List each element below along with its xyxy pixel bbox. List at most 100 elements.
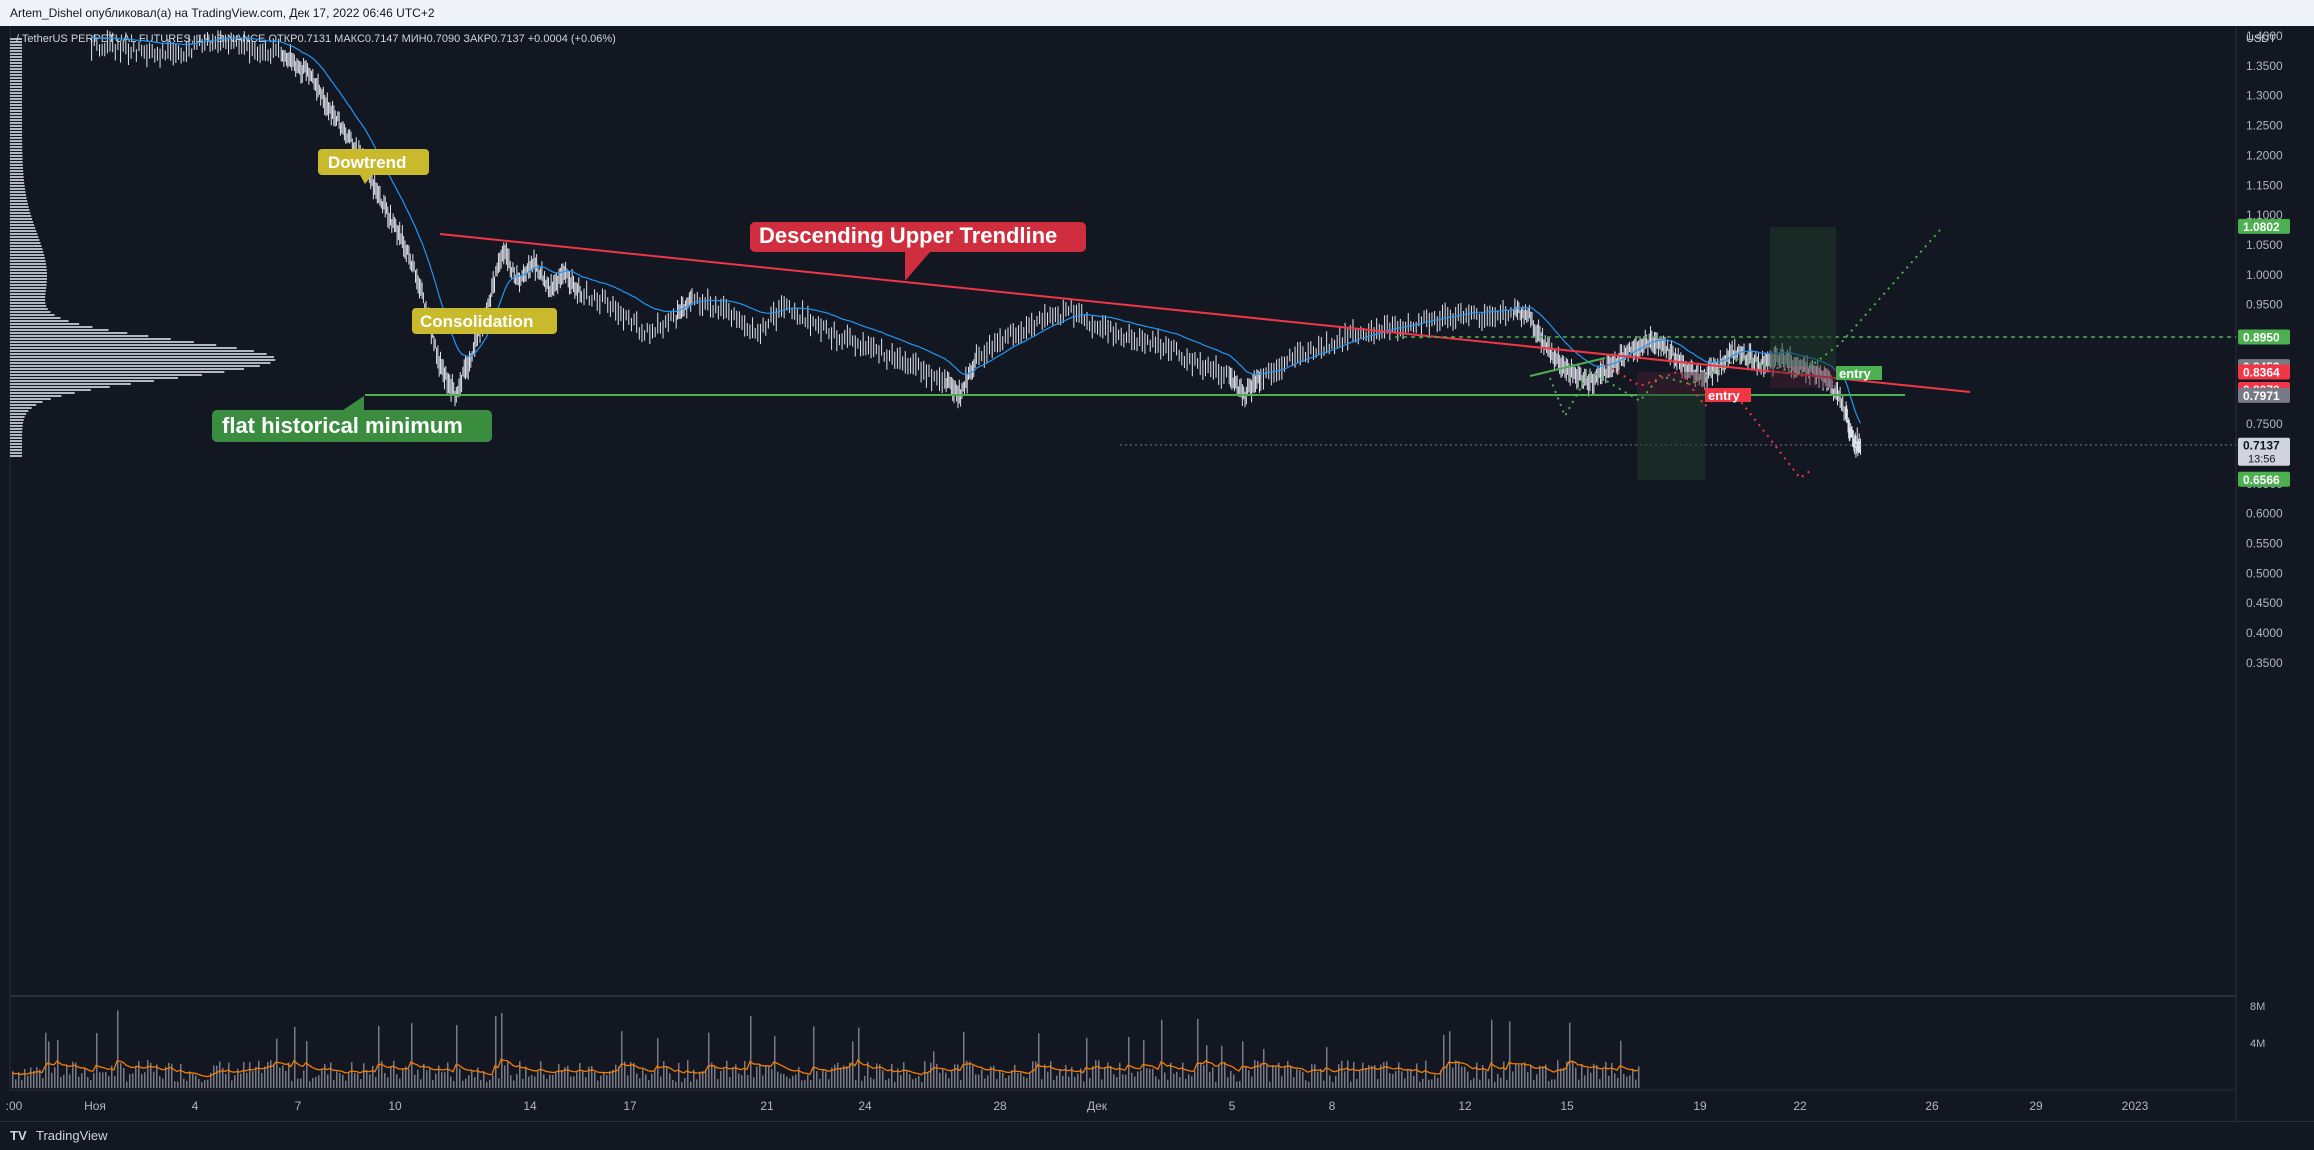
volume-bar: [1551, 1079, 1553, 1088]
volume-bar: [1545, 1064, 1547, 1088]
volume-bar: [222, 1067, 224, 1088]
volume-bar: [207, 1079, 209, 1088]
volume-bar: [945, 1072, 947, 1088]
publish-header: Artem_Dishel опубликовал(а) на TradingVi…: [0, 0, 2314, 26]
volume-bar: [717, 1079, 719, 1088]
volume-bar: [42, 1078, 44, 1088]
annotation-descending-trendline[interactable]: Descending Upper Trendline: [750, 222, 1086, 281]
volume-bar: [786, 1076, 788, 1088]
volume-profile-bin: [10, 350, 254, 352]
volume-profile-bin: [10, 140, 23, 142]
volume-bar: [90, 1080, 92, 1088]
volume-bar: [585, 1077, 587, 1088]
volume-bar: [1401, 1071, 1403, 1088]
volume-bar: [1407, 1068, 1409, 1088]
annotation-entry-long[interactable]: entry: [1836, 366, 1882, 381]
volume-bar: [1599, 1079, 1601, 1088]
currency-label: USDT: [2246, 33, 2276, 45]
volume-bar: [348, 1071, 350, 1088]
volume-bar: [1431, 1079, 1433, 1088]
volume-bar: [1125, 1074, 1127, 1088]
volume-bar: [780, 1073, 782, 1088]
volume-bar: [990, 1066, 992, 1088]
volume-bar: [1278, 1062, 1280, 1088]
volume-bar: [471, 1070, 473, 1088]
volume-bar: [516, 1073, 518, 1088]
volume-bar: [459, 1068, 461, 1088]
volume-profile: [10, 38, 276, 457]
volume-bar: [1527, 1071, 1529, 1088]
volume-profile-bin: [10, 317, 61, 319]
volume-bar: [1389, 1073, 1391, 1088]
volume-bar: [993, 1065, 995, 1088]
volume-bar: [237, 1068, 239, 1088]
volume-bar: [1611, 1062, 1613, 1088]
volume-bar: [741, 1075, 743, 1088]
volume-bar: [534, 1076, 536, 1088]
volume-bar: [969, 1061, 971, 1088]
volume-bar: [897, 1068, 899, 1088]
volume-bar: [33, 1071, 35, 1088]
volume-bar: [1011, 1070, 1013, 1088]
volume-bar: [771, 1068, 773, 1088]
volume-profile-bin: [10, 251, 44, 253]
volume-profile-bin: [10, 308, 48, 310]
volume-bar: [858, 1027, 860, 1088]
volume-bar: [30, 1067, 32, 1088]
volume-bar: [1065, 1065, 1067, 1088]
volume-bar: [1218, 1065, 1220, 1088]
volume-bar: [636, 1073, 638, 1088]
price-tag-value: 0.8950: [2243, 330, 2280, 344]
volume-bar: [1530, 1064, 1532, 1088]
volume-bar: [579, 1062, 581, 1088]
volume-bar: [597, 1080, 599, 1088]
price-tick-label: 1.4000: [2246, 29, 2283, 43]
volume-bar: [150, 1062, 152, 1088]
volume-bar: [231, 1080, 233, 1088]
price-chart[interactable]: / TetherUS PERPETUAL FUTURES, 1Ч, BINANC…: [0, 26, 2314, 1121]
volume-profile-bin: [10, 38, 23, 40]
price-tick-label: 1.3000: [2246, 89, 2283, 103]
volume-bar: [1584, 1075, 1586, 1088]
time-tick-label: 4: [192, 1099, 199, 1113]
volume-bar: [849, 1062, 851, 1088]
volume-bar: [981, 1069, 983, 1088]
volume-bar: [720, 1070, 722, 1088]
volume-profile-bin: [10, 404, 37, 406]
volume-profile-bin: [10, 269, 47, 271]
volume-profile-bin: [10, 266, 47, 268]
volume-profile-bin: [10, 407, 32, 409]
volume-profile-bin: [10, 371, 225, 373]
annotation-entry-short[interactable]: entry: [1705, 388, 1751, 403]
volume-bar: [714, 1066, 716, 1088]
volume-profile-bin: [10, 305, 47, 307]
volume-bar: [204, 1080, 206, 1088]
descending-trendline[interactable]: [439, 233, 1971, 393]
annotation-flat-minimum[interactable]: flat historical minimum: [212, 396, 492, 442]
annotation-downtrend[interactable]: Dowtrend: [318, 149, 429, 184]
volume-profile-bin: [10, 440, 23, 442]
volume-bar: [1518, 1065, 1520, 1088]
volume-bar: [387, 1077, 389, 1088]
volume-bar: [177, 1081, 179, 1088]
bullish-projection: [1549, 229, 1941, 419]
volume-bar: [291, 1080, 293, 1088]
volume-bar: [510, 1075, 512, 1088]
volume-bar: [1131, 1072, 1133, 1088]
volume-bar: [963, 1031, 965, 1088]
volume-bar: [474, 1077, 476, 1088]
volume-profile-bin: [10, 230, 37, 232]
volume-profile-bin: [10, 359, 276, 361]
volume-bar: [360, 1079, 362, 1088]
volume-profile-bin: [10, 449, 23, 451]
volume-bar: [84, 1067, 86, 1088]
volume-bar: [1332, 1081, 1334, 1088]
symbol-line: / TetherUS PERPETUAL FUTURES, 1Ч, BINANC…: [16, 33, 616, 45]
volume-bar: [606, 1074, 608, 1088]
volume-bar: [297, 1078, 299, 1088]
volume-bar: [87, 1077, 89, 1088]
annotation-consolidation[interactable]: Consolidation: [412, 308, 557, 334]
volume-profile-bin: [10, 395, 62, 397]
volume-profile-bin: [10, 254, 45, 256]
volume-bar: [1290, 1065, 1292, 1088]
